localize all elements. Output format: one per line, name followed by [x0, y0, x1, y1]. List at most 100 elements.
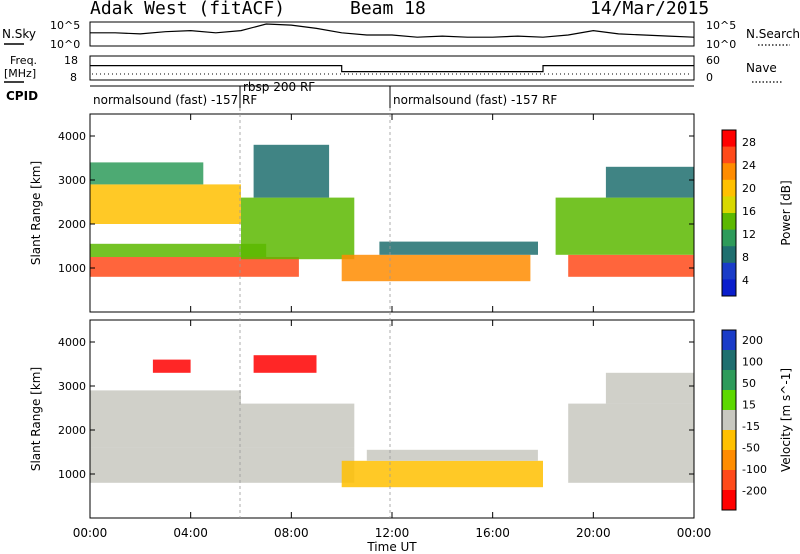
power-colorbar-swatch	[722, 213, 736, 231]
heatmap-band-4	[241, 197, 355, 260]
beam-label: Beam 18	[350, 0, 426, 19]
heatmap-band-1	[90, 243, 267, 257]
power-colorbar-swatch	[722, 130, 736, 148]
velocity-colorbar-frame	[721, 329, 737, 511]
freq-label-line1: Freq.	[10, 54, 37, 67]
heatmap-band-2	[241, 403, 355, 448]
nsky-panel: N.Sky 10^5 10^0 10^5 10^0 N.Search	[2, 19, 800, 51]
power-colorbar-title: Power [dB]	[779, 180, 793, 245]
cpid-segment-3: normalsound (fast) -157 RF	[393, 93, 557, 107]
y-tick-label: 1000	[58, 468, 86, 481]
heatmap-band-7	[568, 403, 694, 483]
velocity-colorbar-tick: -50	[742, 442, 760, 455]
power-colorbar-swatch	[722, 229, 736, 247]
velocity-colorbar-swatch	[722, 450, 736, 471]
freq-series-line	[90, 65, 694, 73]
velocity-colorbar-swatches	[722, 330, 736, 511]
cpid-label: CPID	[6, 89, 38, 103]
y-tick-label: 1000	[58, 262, 86, 275]
heatmap-band-1	[90, 390, 241, 448]
nave-label: Nave	[746, 61, 777, 75]
power-panel: 1000 2000 3000 4000 Slant Range [km]	[29, 113, 695, 313]
x-tick-label: 08:00	[274, 526, 309, 540]
velocity-colorbar-swatch	[722, 350, 736, 371]
velocity-colorbar-tick: 15	[742, 399, 756, 412]
heatmap-band-5	[253, 144, 330, 198]
power-y-ticks: 1000 2000 3000 4000	[58, 130, 694, 275]
velocity-colorbar: 200 100 50 15 -15 -50 -100 -200 Velocity [m s^-…	[721, 329, 793, 511]
x-axis-ticks: 00:00 04:00 08:00 12:00 16:00 20:00 00:00	[73, 114, 712, 540]
y-tick-label: 3000	[58, 174, 86, 187]
heatmap-band-0	[90, 257, 299, 277]
heatmap-band-10	[605, 166, 694, 198]
heatmap-band-8	[605, 372, 694, 404]
nave-tick-bottom: 0	[706, 71, 713, 84]
velocity-bands	[90, 355, 694, 488]
power-bands	[90, 144, 694, 282]
date-label: 14/Mar/2015	[590, 0, 710, 19]
velocity-colorbar-swatch	[722, 430, 736, 451]
nsearch-tick-bottom: 10^0	[706, 38, 736, 51]
velocity-colorbar-tick: 50	[742, 377, 756, 390]
velocity-colorbar-ticks: 200 100 50 15 -15 -50 -100 -200	[742, 334, 767, 498]
x-tick-label: 16:00	[475, 526, 510, 540]
nsky-frame	[89, 21, 695, 47]
power-colorbar: 28 24 20 16 12 8 4 Power [dB]	[721, 129, 793, 297]
y-tick-label: 4000	[58, 130, 86, 143]
velocity-colorbar-swatch	[722, 410, 736, 431]
heatmap-band-6	[341, 254, 531, 282]
heatmap-band-3	[90, 162, 204, 185]
power-colorbar-tick: 12	[742, 228, 756, 241]
nsky-tick-top: 10^5	[50, 19, 80, 32]
power-colorbar-swatch	[722, 196, 736, 214]
power-colorbar-swatch	[722, 146, 736, 164]
y-tick-label: 3000	[58, 380, 86, 393]
heatmap-band-5	[341, 460, 543, 488]
velocity-y-axis-title: Slant Range [km]	[29, 367, 43, 471]
power-colorbar-frame	[721, 129, 737, 297]
velocity-panel: 1000 2000 3000 4000 Slant Range [km]	[29, 319, 695, 519]
power-colorbar-ticks: 28 24 20 16 12 8 4	[742, 136, 756, 287]
nsearch-tick-top: 10^5	[706, 19, 736, 32]
heatmap-band-9	[555, 197, 694, 255]
cpid-segment-2: rbsp 200 RF	[243, 80, 315, 94]
nsky-tick-bottom: 10^0	[50, 38, 80, 51]
station-title: Adak West (fitACF)	[90, 0, 286, 19]
freq-frame	[89, 55, 695, 81]
x-axis-title: Time UT	[366, 540, 417, 554]
x-tick-label: 00:00	[677, 526, 712, 540]
power-colorbar-tick: 24	[742, 159, 756, 172]
power-colorbar-swatch	[722, 262, 736, 280]
power-colorbar-tick: 8	[742, 251, 749, 264]
power-colorbar-tick: 28	[742, 136, 756, 149]
x-tick-label: 00:00	[73, 526, 108, 540]
freq-tick-top: 18	[64, 54, 78, 67]
y-tick-label: 4000	[58, 336, 86, 349]
power-colorbar-tick: 16	[742, 205, 756, 218]
velocity-colorbar-tick: -100	[742, 463, 767, 476]
velocity-colorbar-tick: 200	[742, 334, 763, 347]
velocity-colorbar-swatch	[722, 470, 736, 491]
heatmap-band-7	[379, 241, 538, 255]
y-tick-label: 2000	[58, 424, 86, 437]
x-tick-label: 04:00	[173, 526, 208, 540]
freq-panel: Freq. [MHz] 18 8 60 0 Nave	[4, 54, 782, 84]
nave-tick-top: 60	[706, 54, 720, 67]
velocity-colorbar-swatch	[722, 330, 736, 351]
power-colorbar-swatch	[722, 246, 736, 264]
velocity-colorbar-tick: -200	[742, 485, 767, 498]
velocity-colorbar-tick: 100	[742, 356, 763, 369]
nsky-series-line	[90, 23, 695, 38]
velocity-y-ticks: 1000 2000 3000 4000	[58, 336, 694, 481]
heatmap-band-4	[253, 355, 317, 373]
cpid-panel: CPID normalsound (fast) -157 RF rbsp 200…	[6, 80, 694, 108]
heatmap-band-8	[568, 254, 694, 277]
x-tick-label: 20:00	[576, 526, 611, 540]
power-colorbar-swatch	[722, 163, 736, 181]
cpid-segment-1: normalsound (fast) -157 RF	[93, 93, 257, 107]
velocity-colorbar-swatch	[722, 490, 736, 511]
freq-tick-bottom: 8	[70, 71, 77, 84]
heatmap-band-0	[90, 447, 355, 483]
velocity-colorbar-title: Velocity [m s^-1]	[779, 368, 793, 472]
